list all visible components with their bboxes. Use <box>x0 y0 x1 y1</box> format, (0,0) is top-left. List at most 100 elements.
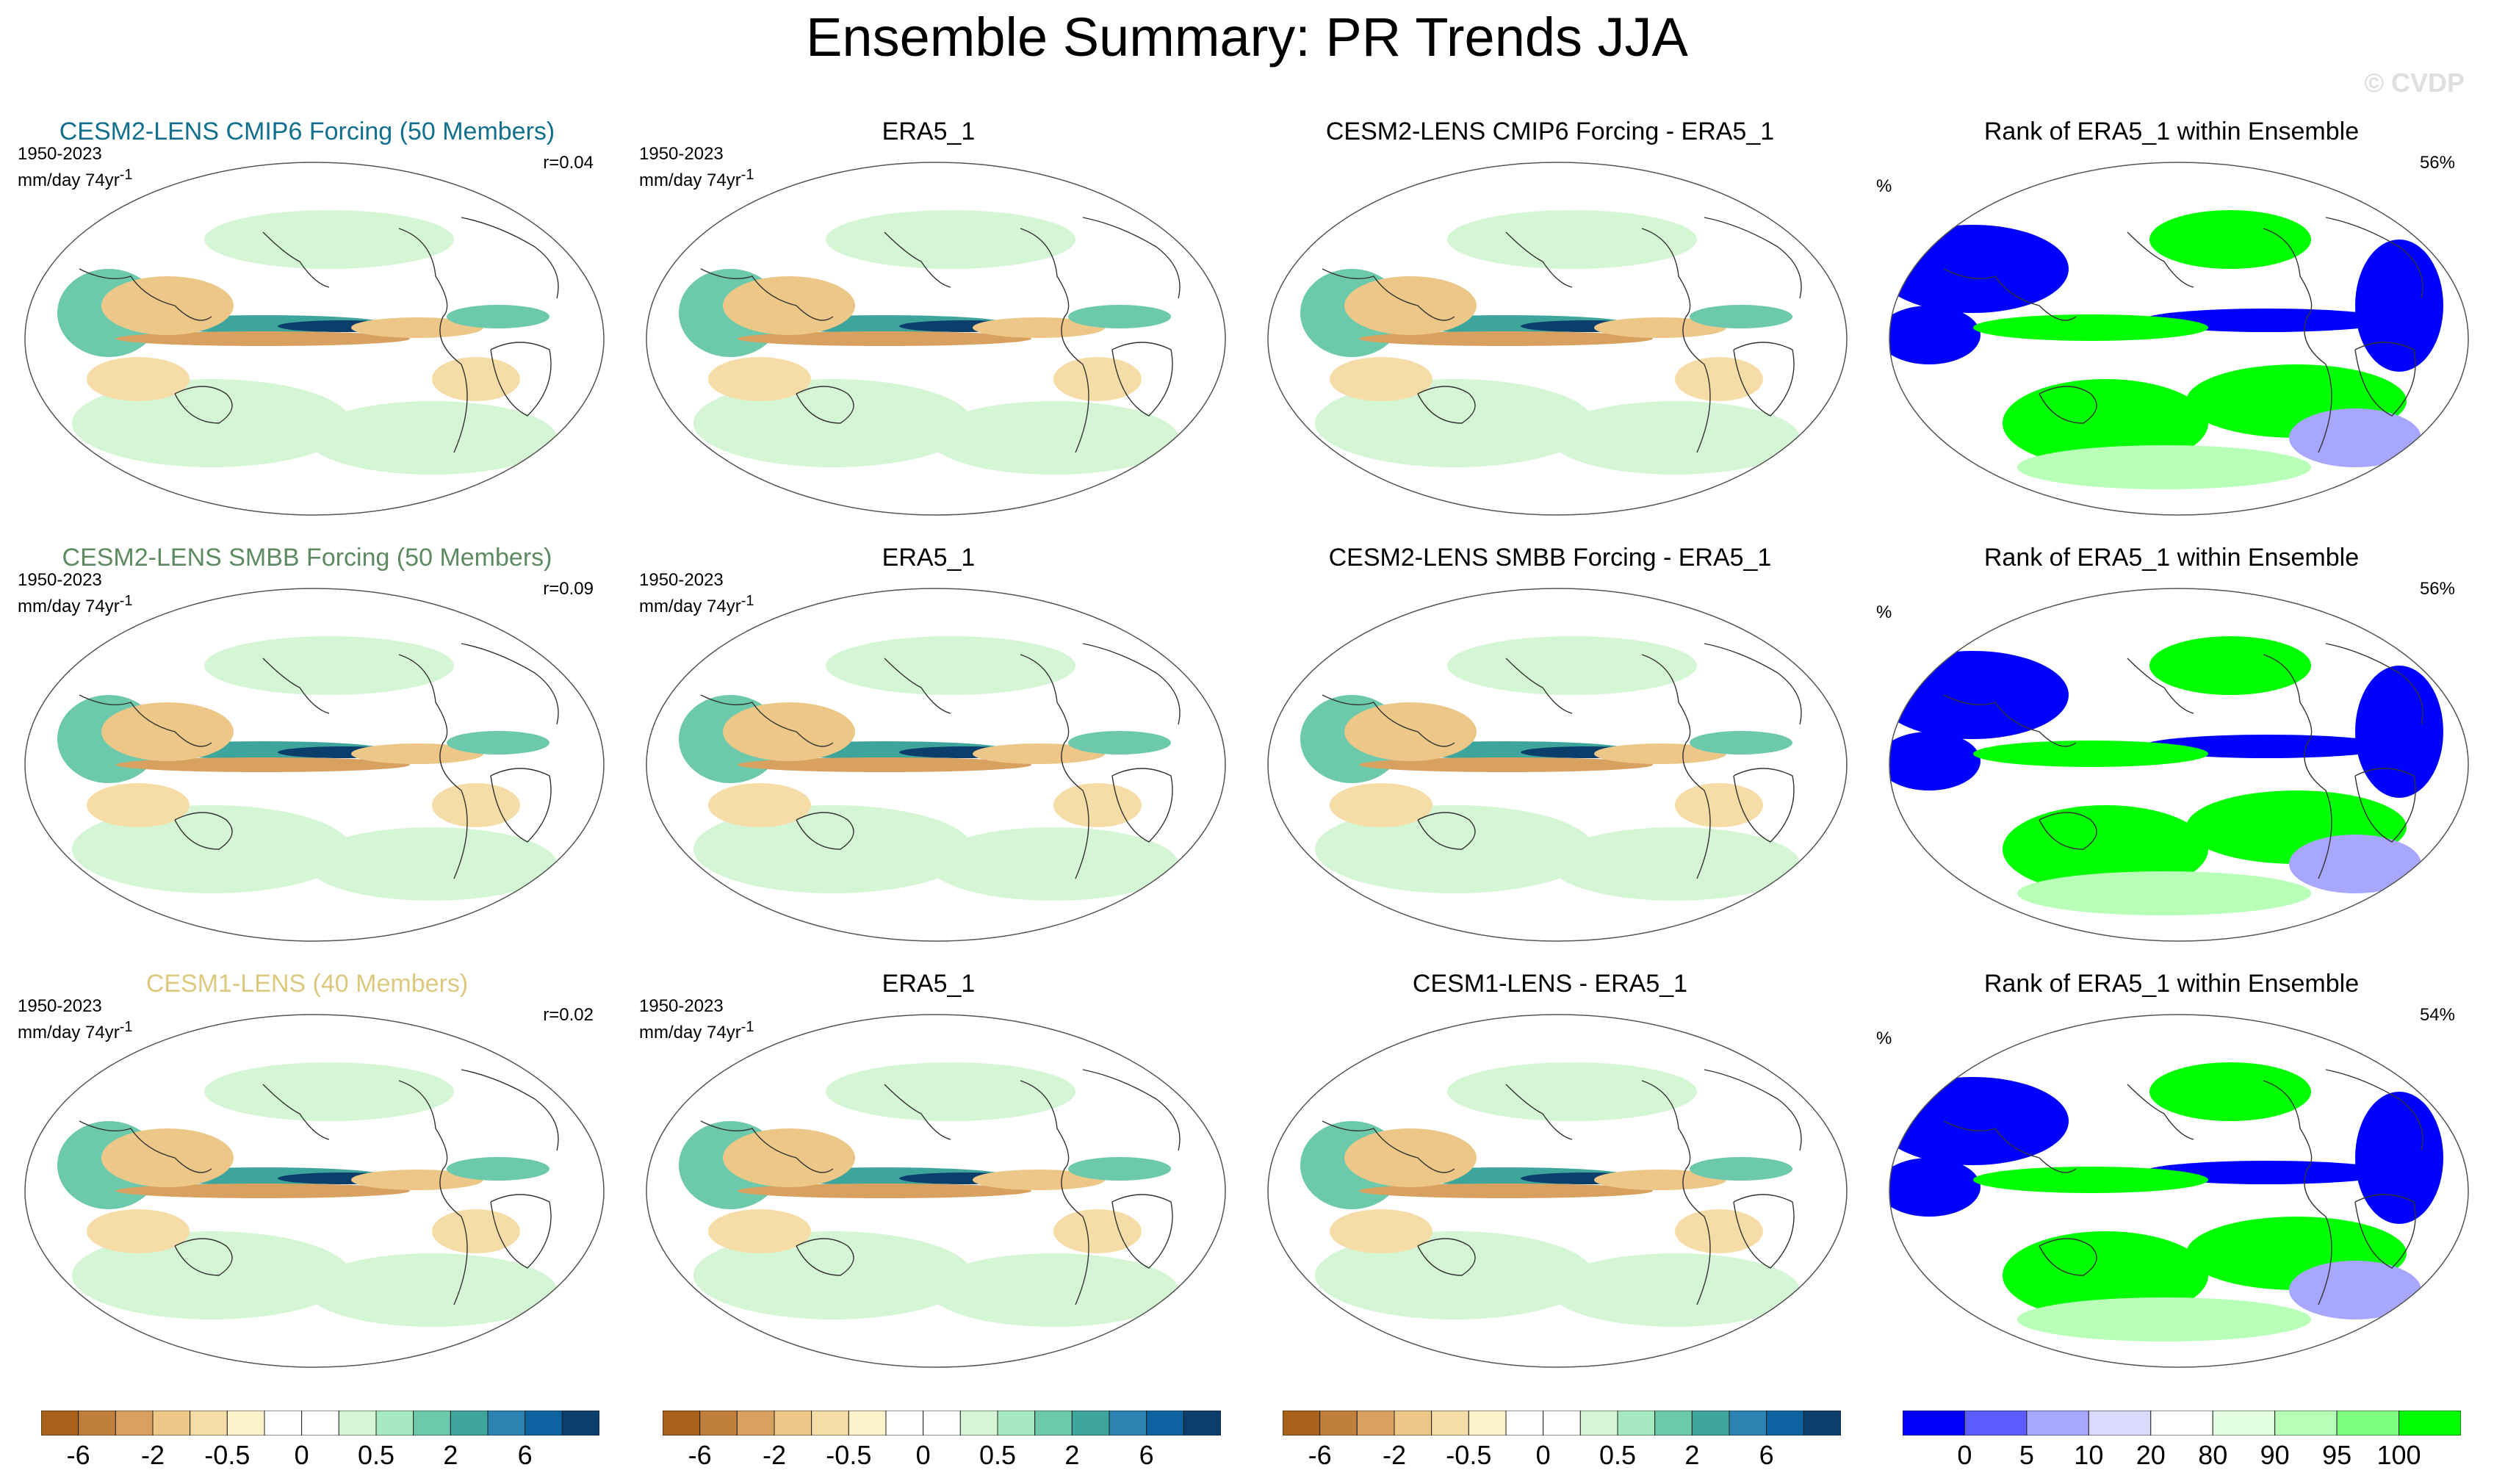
colorbar-swatch <box>885 1411 924 1436</box>
colorbar-tick-label: -0.5 <box>826 1440 872 1470</box>
colorbar-1: -6 -2 -0.5 0 0.5 2 6 <box>41 1411 599 1477</box>
trend-negative <box>351 743 483 764</box>
rank-region-low <box>1889 732 1981 790</box>
coastline <box>461 1069 559 1151</box>
trend-positive <box>1690 731 1792 754</box>
colorbar-swatch <box>1146 1411 1184 1436</box>
rank-region-low <box>2355 666 2443 798</box>
trend-positive <box>826 210 1075 269</box>
rank-region-high <box>2149 210 2311 269</box>
panel-title: CESM2-LENS SMBB Forcing - ERA5_1 <box>1328 544 1772 572</box>
colorbar-swatch <box>736 1411 775 1436</box>
colorbar-swatch <box>338 1411 377 1436</box>
coastline <box>398 228 468 453</box>
coastline <box>1733 1194 1795 1269</box>
coastline <box>1020 1080 1089 1305</box>
panel-title: CESM1-LENS (40 Members) <box>145 970 469 998</box>
coastline <box>398 1080 468 1305</box>
colorbar-swatch <box>1109 1411 1147 1436</box>
coastline <box>2127 1084 2194 1140</box>
trend-positive <box>1550 827 1800 901</box>
coastline <box>79 268 212 321</box>
rank-region-high <box>2003 1231 2208 1319</box>
colorbar-swatch <box>375 1411 414 1436</box>
coastline <box>1704 217 1802 299</box>
colorbar-swatch <box>1505 1411 1544 1436</box>
coastline <box>1943 1120 2077 1173</box>
map-diverging <box>646 162 1226 516</box>
coastline <box>2263 654 2332 879</box>
rank-region-high <box>2149 636 2311 695</box>
panel-title: CESM2-LENS CMIP6 Forcing - ERA5_1 <box>1325 118 1775 145</box>
colorbar-tick-label: 0 <box>1535 1440 1551 1470</box>
panel-title: ERA5_1 <box>882 118 976 145</box>
colorbar-swatch <box>2336 1411 2400 1436</box>
trend-negative <box>1053 357 1142 401</box>
rank-region-high <box>2017 445 2311 489</box>
colorbar-swatches <box>1283 1411 1841 1436</box>
colorbar-swatch <box>1691 1411 1730 1436</box>
trend-positive <box>204 210 454 269</box>
pattern-correlation: r=0.04 <box>543 153 594 173</box>
coastline <box>174 386 233 424</box>
colorbar-swatch <box>1617 1411 1656 1436</box>
colorbar-swatch <box>1319 1411 1358 1436</box>
coastline <box>1417 386 1476 424</box>
panel-row2-obs: ERA5_1 1950-2023 mm/day 74yr-1 <box>627 544 1230 955</box>
colorbar-swatch <box>2399 1411 2461 1436</box>
panel-row3-ensemble: CESM1-LENS (40 Members) 1950-2023 mm/day … <box>6 970 608 1381</box>
colorbar-swatch <box>663 1411 701 1436</box>
panel-title: CESM2-LENS CMIP6 Forcing (50 Members) <box>59 118 555 145</box>
map-rank <box>1889 162 2469 516</box>
trend-positive <box>929 827 1178 901</box>
colorbar-swatch <box>2026 1411 2089 1436</box>
map-diverging <box>1267 588 1848 942</box>
colorbar-tick-label: 20 <box>2136 1440 2166 1470</box>
colorbar-3: -6 -2 -0.5 0 0.5 2 6 <box>1283 1411 1841 1477</box>
trend-negative <box>351 1170 483 1190</box>
colorbar-swatch <box>997 1411 1036 1436</box>
coastline <box>2127 231 2194 288</box>
panel-title: Rank of ERA5_1 within Ensemble <box>1983 118 2360 145</box>
trend-positive <box>447 1157 549 1181</box>
rank-region-low <box>2355 1092 2443 1224</box>
panel-row1-ensemble: CESM2-LENS CMIP6 Forcing (50 Members) 19… <box>6 118 608 529</box>
coastline <box>2354 342 2416 417</box>
coastline <box>1322 1120 1455 1173</box>
trend-positive <box>929 401 1178 475</box>
colorbar-tick-label: 0.5 <box>357 1440 395 1470</box>
coastline <box>490 342 552 417</box>
coastline <box>1417 1238 1476 1276</box>
coastline <box>262 1084 330 1140</box>
colorbar-swatch <box>1071 1411 1110 1436</box>
map-border <box>24 162 605 516</box>
panel-title: Rank of ERA5_1 within Ensemble <box>1983 970 2360 998</box>
colorbar-tick-label: 10 <box>2074 1440 2104 1470</box>
panel-row1-obs: ERA5_1 1950-2023 mm/day 74yr-1 <box>627 118 1230 529</box>
coastline <box>700 1120 834 1173</box>
trend-positive <box>204 636 454 695</box>
colorbar-tick-label: 0 <box>915 1440 931 1470</box>
map-border <box>1889 1014 2469 1368</box>
trend-negative <box>1675 357 1763 401</box>
colorbar-swatch <box>226 1411 265 1436</box>
trend-negative <box>87 357 190 401</box>
trend-positive <box>1447 210 1697 269</box>
coastline <box>1322 268 1455 321</box>
colorbar-tick-label: 2 <box>443 1440 458 1470</box>
trend-positive <box>826 1062 1075 1121</box>
trend-positive <box>1550 1253 1800 1327</box>
colorbar-swatch <box>1034 1411 1073 1436</box>
colorbar-ticks: -6 -2 -0.5 0 0.5 2 6 <box>1283 1440 1841 1472</box>
coastline <box>262 658 330 714</box>
panel-row3-rank: Rank of ERA5_1 within Ensemble % 54% <box>1870 970 2473 1381</box>
coastline <box>461 217 559 299</box>
trend-positive <box>826 636 1075 695</box>
colorbar-ticks: -6 -2 -0.5 0 0.5 2 6 <box>663 1440 1221 1472</box>
trend-negative <box>708 1209 811 1253</box>
map-diverging <box>646 1014 1226 1368</box>
colorbar-swatch <box>1543 1411 1581 1436</box>
trend-negative <box>723 702 855 761</box>
rank-region-low <box>2289 1261 2421 1319</box>
